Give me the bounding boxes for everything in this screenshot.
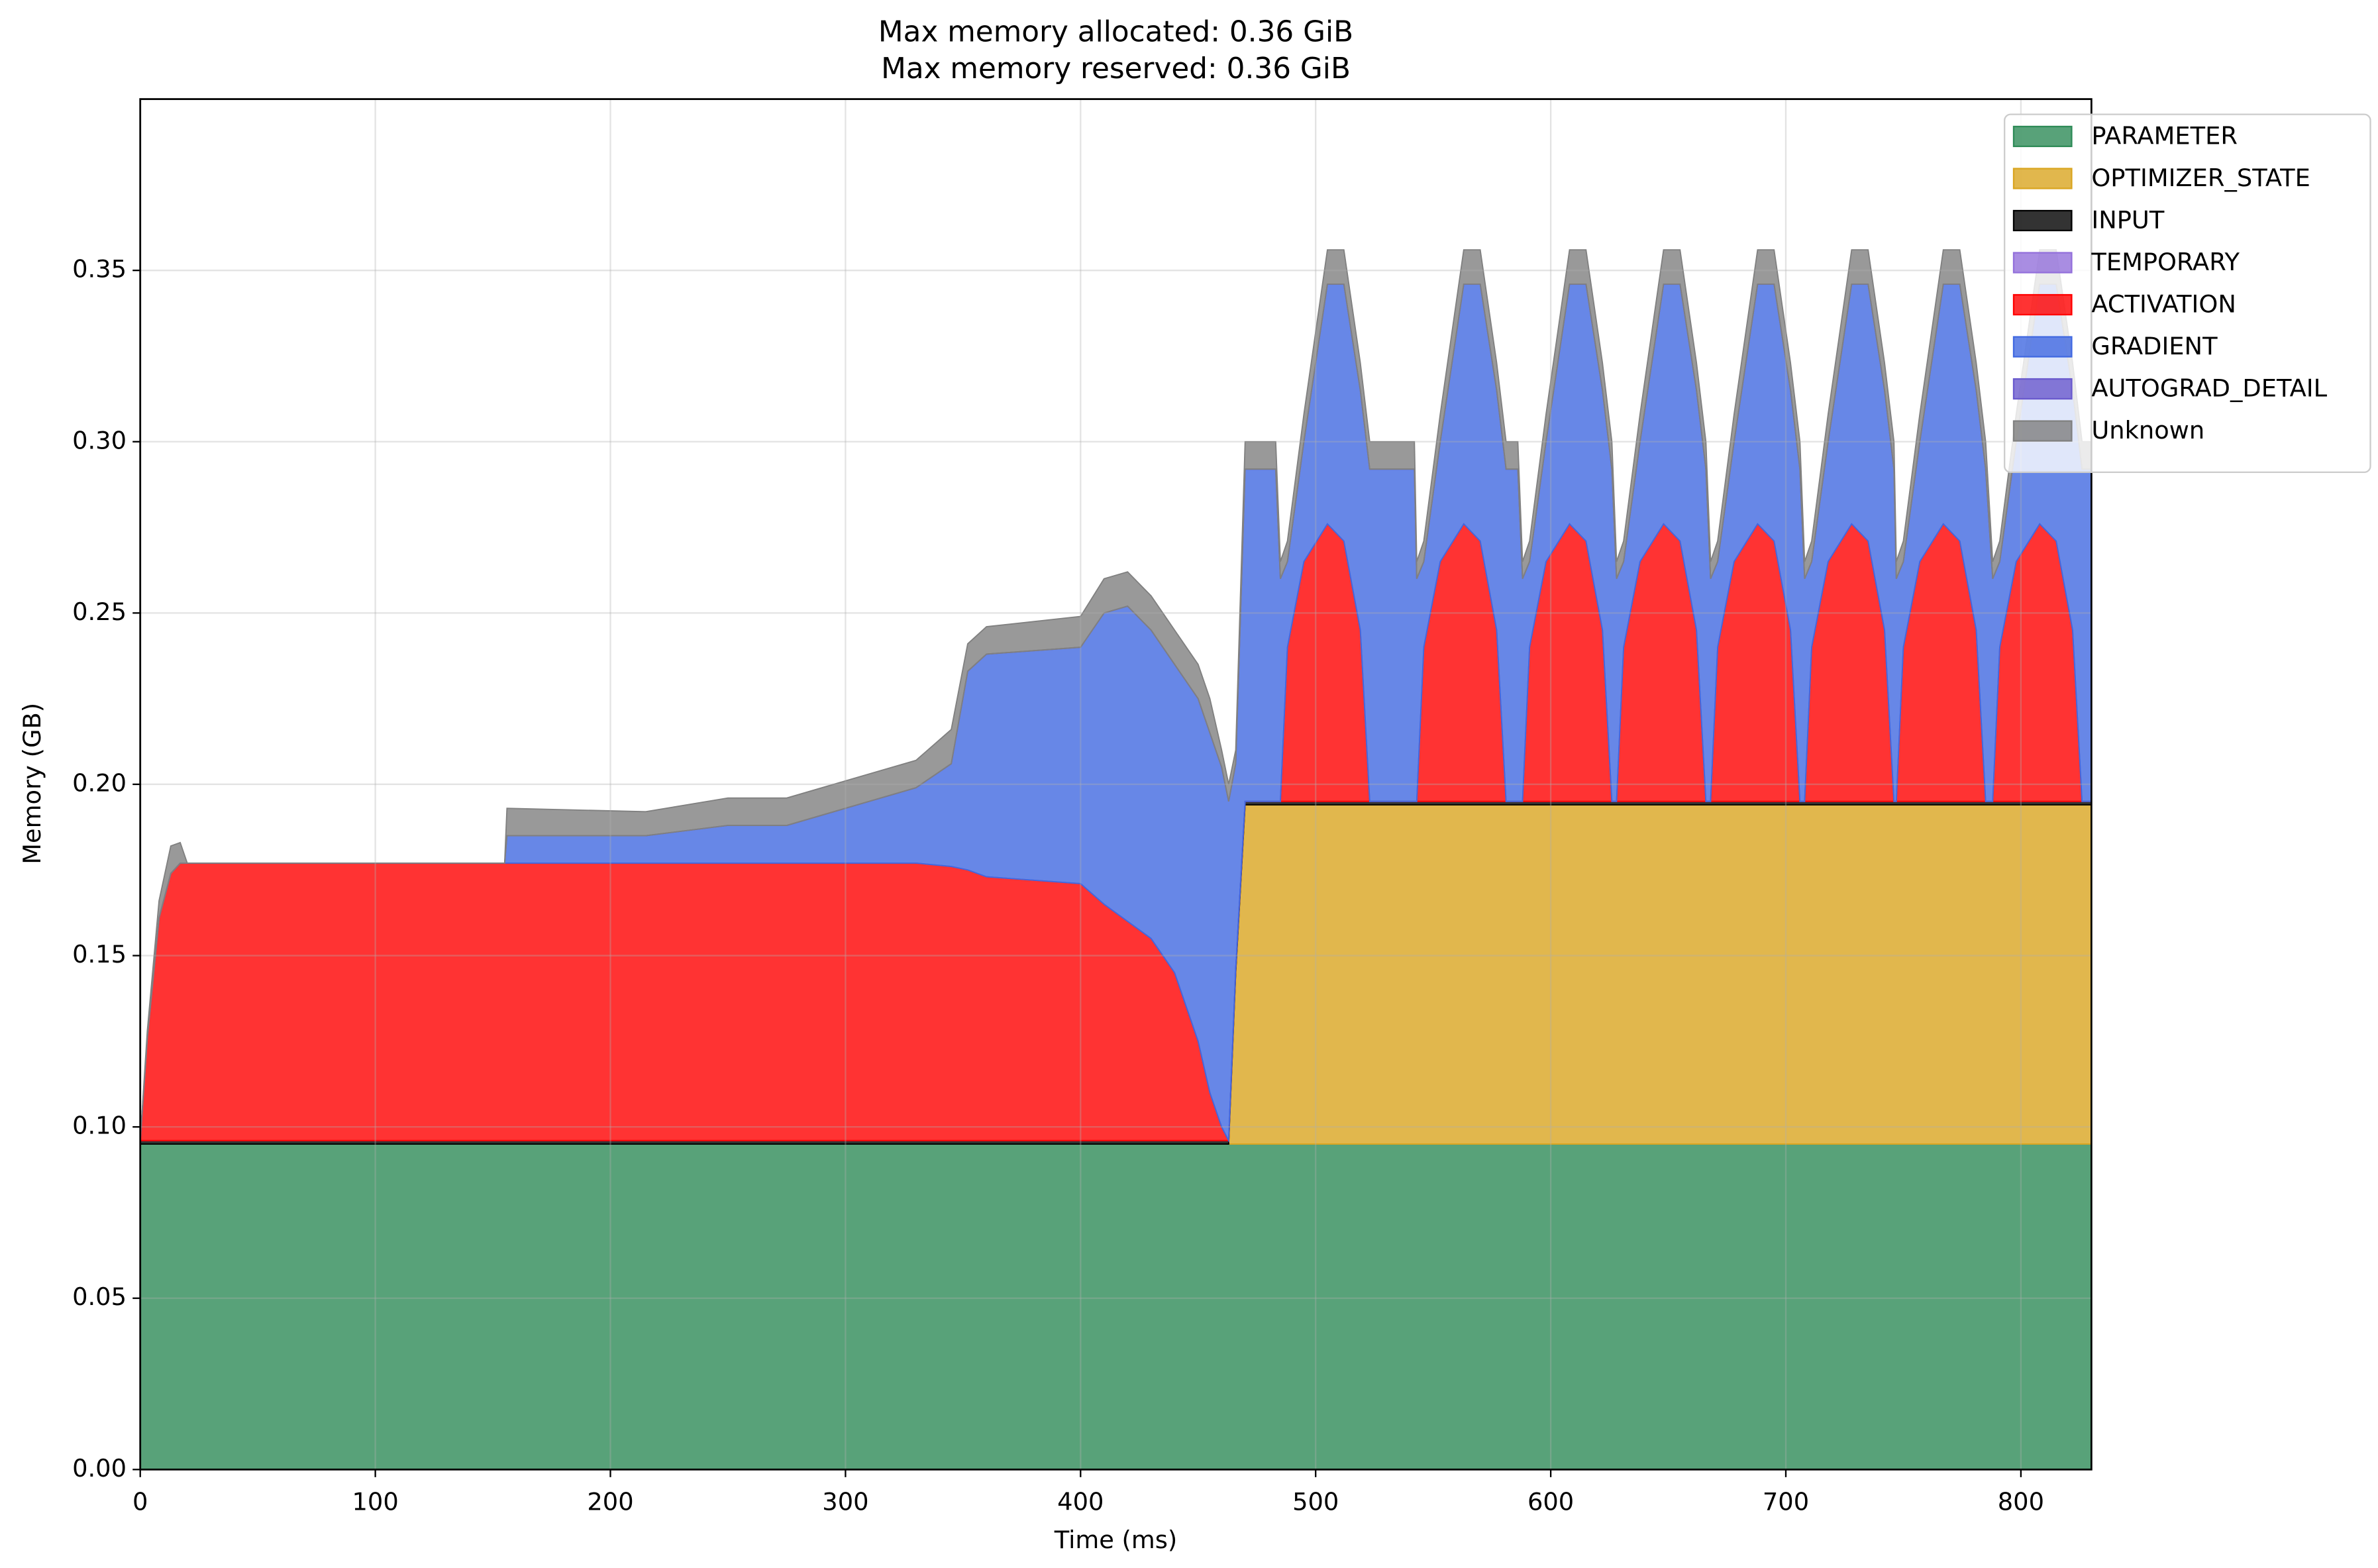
y-tick-label: 0.20 <box>72 768 127 797</box>
legend-swatch <box>2012 420 2073 442</box>
legend-label: TEMPORARY <box>2091 248 2240 276</box>
plot-areas <box>139 249 2093 1471</box>
legend-label: OPTIMIZER_STATE <box>2091 164 2310 192</box>
legend-swatch <box>2012 168 2073 189</box>
y-tick-label: 0.00 <box>72 1454 127 1483</box>
y-tick-label: 0.30 <box>72 426 127 454</box>
x-tick-label: 500 <box>1292 1487 1339 1516</box>
legend-label: AUTOGRAD_DETAIL <box>2091 374 2327 403</box>
legend-swatch <box>2012 336 2073 358</box>
x-axis-label: Time (ms) <box>1054 1526 1177 1554</box>
x-tick-label: 100 <box>352 1487 398 1516</box>
chart-title: Max memory allocated: 0.36 GiB <box>878 15 1353 49</box>
y-tick-label: 0.10 <box>72 1112 127 1140</box>
legend-swatch <box>2012 293 2073 316</box>
x-tick-label: 300 <box>822 1487 868 1516</box>
y-tick-label: 0.15 <box>72 940 127 968</box>
legend-box <box>2004 113 2371 474</box>
legend-label: GRADIENT <box>2091 332 2218 360</box>
x-tick-label: 400 <box>1057 1487 1104 1516</box>
legend-swatch <box>2012 252 2073 274</box>
legend-swatch <box>2012 125 2073 148</box>
legend-label: Unknown <box>2091 416 2204 444</box>
x-tick-label: 600 <box>1527 1487 1574 1516</box>
legend: PARAMETER OPTIMIZER_STATE INPUT TEMPORARY AC… <box>2004 113 2371 474</box>
x-tick-label: 700 <box>1763 1487 1809 1516</box>
y-tick-label: 0.25 <box>72 598 127 626</box>
legend-label: PARAMETER <box>2091 122 2238 150</box>
x-tick-label: 0 <box>132 1487 148 1516</box>
legend-swatch <box>2012 378 2073 400</box>
legend-swatch <box>2012 209 2073 232</box>
y-axis-label: Memory (GB) <box>18 703 46 864</box>
x-tick-label: 800 <box>1998 1487 2044 1516</box>
chart-subtitle: Max memory reserved: 0.36 GiB <box>881 52 1351 85</box>
y-tick-label: 0.05 <box>72 1282 127 1311</box>
legend-label: INPUT <box>2091 206 2165 235</box>
y-tick-label: 0.35 <box>72 255 127 284</box>
legend-label: ACTIVATION <box>2091 290 2236 319</box>
axes: 0 100 200 300 400 500 600 700 800 0.00 0.05 0.10 0.1… <box>72 255 2044 1516</box>
area-parameter <box>139 1143 2093 1471</box>
x-tick-label: 200 <box>587 1487 633 1516</box>
